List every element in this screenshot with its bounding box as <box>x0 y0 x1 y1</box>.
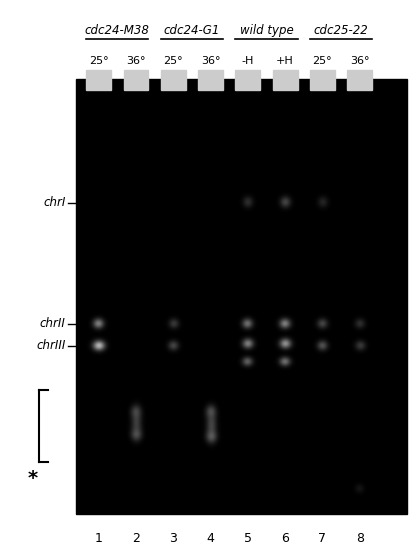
Text: 36°: 36° <box>126 57 146 66</box>
Bar <box>161 70 186 90</box>
Text: 36°: 36° <box>201 57 220 66</box>
Text: 36°: 36° <box>350 57 369 66</box>
Bar <box>86 70 111 90</box>
Bar <box>235 70 260 90</box>
Text: *: * <box>28 469 38 488</box>
Text: 7: 7 <box>319 532 327 545</box>
Text: 6: 6 <box>281 532 289 545</box>
Bar <box>76 79 407 514</box>
Text: 25°: 25° <box>163 57 183 66</box>
Text: 3: 3 <box>169 532 177 545</box>
Text: cdc24-G1: cdc24-G1 <box>164 24 220 37</box>
Text: -H: -H <box>242 57 254 66</box>
Text: 5: 5 <box>244 532 252 545</box>
Bar <box>198 70 223 90</box>
Bar <box>123 70 148 90</box>
Text: cdc24-M38: cdc24-M38 <box>85 24 150 37</box>
Bar <box>347 70 372 90</box>
Text: chrI: chrI <box>43 196 65 209</box>
Text: wild type: wild type <box>240 24 294 37</box>
Bar <box>273 70 298 90</box>
Text: chrII: chrII <box>40 317 65 330</box>
Text: cdc25-22: cdc25-22 <box>314 24 369 37</box>
Text: 8: 8 <box>356 532 364 545</box>
Text: 25°: 25° <box>89 57 108 66</box>
Text: 2: 2 <box>132 532 140 545</box>
Text: 25°: 25° <box>313 57 332 66</box>
Text: +H: +H <box>276 57 294 66</box>
Text: chrIII: chrIII <box>36 340 65 352</box>
Bar <box>310 70 335 90</box>
Text: 1: 1 <box>95 532 103 545</box>
Text: 4: 4 <box>207 532 214 545</box>
